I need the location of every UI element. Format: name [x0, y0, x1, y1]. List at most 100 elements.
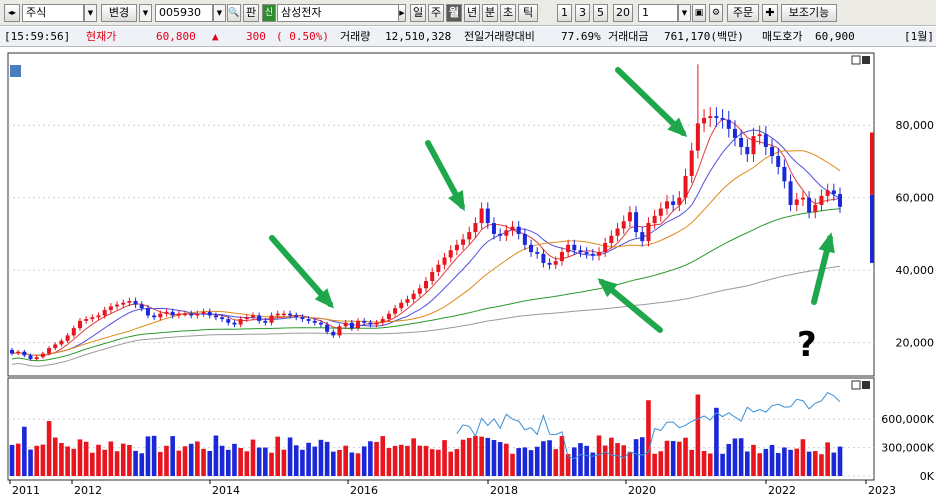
volume-bar [139, 453, 145, 476]
save-icon[interactable]: ▣ [692, 4, 706, 22]
amount-value: 761,170(백만) [664, 30, 744, 43]
volume-bar [460, 439, 466, 476]
volume-bar [547, 440, 552, 476]
candle-body [720, 117, 725, 120]
candle-body [207, 311, 212, 316]
period-4-button[interactable]: 분 [482, 4, 498, 22]
price-tick-label: 60,000 [896, 192, 935, 205]
price-chart[interactable]: 80,000 60,000 40,000 20,000 600,000K 300,000K… [0, 48, 936, 499]
period-0-button[interactable]: 일 [410, 4, 426, 22]
market-select[interactable]: 주식 [22, 4, 84, 22]
volume-bar [108, 441, 114, 476]
amount-label: 거래대금 [608, 30, 649, 43]
code-input[interactable]: 005930 [155, 4, 213, 22]
volume-bar [244, 451, 250, 476]
candle-body [751, 136, 756, 155]
volume-bar [337, 449, 342, 476]
candle-body [53, 344, 58, 349]
volume-bar [170, 436, 175, 476]
status-bar: [15:59:56] 현재가 60,800 ▲ 300 ( 0.50%) 거래량… [0, 27, 936, 47]
candle-body [108, 306, 113, 311]
volume-bar [151, 435, 157, 476]
period-3-button[interactable]: 년 [464, 4, 480, 22]
volume-bar [720, 453, 725, 476]
candle-body [529, 244, 534, 253]
interval-3-button[interactable]: 3 [575, 4, 590, 22]
candle-body [102, 310, 107, 316]
ask-value: 60,900 [815, 30, 855, 43]
volume-bar [473, 435, 478, 476]
candle-body [84, 319, 89, 321]
volume-bar [355, 453, 361, 476]
x-tick-label: 2016 [350, 484, 378, 497]
period-1-button[interactable]: 주 [428, 4, 444, 22]
new-badge: 신 [262, 4, 276, 22]
change-button[interactable]: 변경 [101, 4, 137, 22]
volume-bar [46, 421, 52, 476]
candle-body [374, 322, 379, 325]
pan-button[interactable]: 판 [243, 4, 259, 22]
volume-bar [701, 451, 707, 476]
candle-body [726, 119, 731, 129]
candle-body [491, 223, 496, 234]
volume-bar [182, 446, 188, 476]
candle-body [572, 244, 577, 251]
period-2-button[interactable]: 월 [446, 4, 462, 22]
market-dropdown-icon[interactable]: ▼ [84, 4, 97, 22]
candle-body [819, 195, 824, 205]
volume-bar [318, 439, 324, 476]
change-dropdown-icon[interactable]: ▼ [139, 4, 152, 22]
period-6-button[interactable]: 틱 [518, 4, 538, 22]
volume-bar [40, 444, 46, 476]
volume-label: 거래량 [340, 30, 371, 43]
volume-bar [837, 446, 843, 476]
volume-bar [77, 439, 83, 476]
candle-body [597, 252, 602, 256]
aux-function-button[interactable]: 보조기능 [781, 4, 837, 22]
volume-bar [269, 452, 274, 476]
candle-body [559, 252, 564, 262]
volume-bar [306, 442, 311, 476]
code-dropdown-icon[interactable]: ▼ [213, 4, 226, 22]
volume-bar [368, 441, 373, 476]
volume-bar [627, 451, 633, 476]
candle-body [281, 313, 286, 316]
volume-bar [571, 447, 577, 476]
volume-bar [541, 441, 546, 476]
candle-body [16, 351, 21, 354]
count-dropdown-icon[interactable]: ▼ [678, 4, 691, 22]
candle-body [479, 208, 484, 224]
candle-body [541, 253, 546, 263]
candle-body [708, 116, 713, 118]
candle-body [349, 322, 354, 329]
volume-value: 12,510,328 [385, 30, 452, 43]
settings-icon[interactable]: ⚙ [709, 4, 723, 22]
interval-5-button[interactable]: 5 [593, 4, 608, 22]
volume-bar [442, 440, 447, 476]
prev-next-icon[interactable]: ◂▸ [4, 4, 20, 22]
candle-body [640, 232, 645, 242]
add-indicator-icon[interactable]: ✚ [762, 4, 778, 22]
volume-bar [287, 437, 293, 476]
count-input[interactable]: 1 [638, 4, 678, 22]
volume-bar [707, 453, 713, 476]
change-pct: ( 0.50%) [276, 30, 329, 43]
volume-bar [374, 441, 379, 476]
volume-bar [145, 436, 151, 476]
candle-body [71, 328, 76, 336]
volume-bar [726, 444, 732, 476]
candle-body [226, 319, 231, 323]
candle-body [522, 233, 527, 245]
prev-ratio-label: 전일거래량대비 [464, 30, 535, 43]
volume-bar [15, 443, 21, 476]
interval-20-button[interactable]: 20 [613, 4, 633, 22]
volume-bar [349, 452, 355, 476]
search-icon[interactable]: 🔍 [227, 4, 241, 22]
name-arrow-icon[interactable]: ▶ [398, 4, 406, 22]
candle-body [275, 313, 280, 316]
candle-body [195, 313, 200, 316]
interval-1-button[interactable]: 1 [557, 4, 572, 22]
order-button[interactable]: 주문 [727, 4, 759, 22]
period-5-button[interactable]: 초 [500, 4, 516, 22]
candle-body [331, 331, 336, 336]
